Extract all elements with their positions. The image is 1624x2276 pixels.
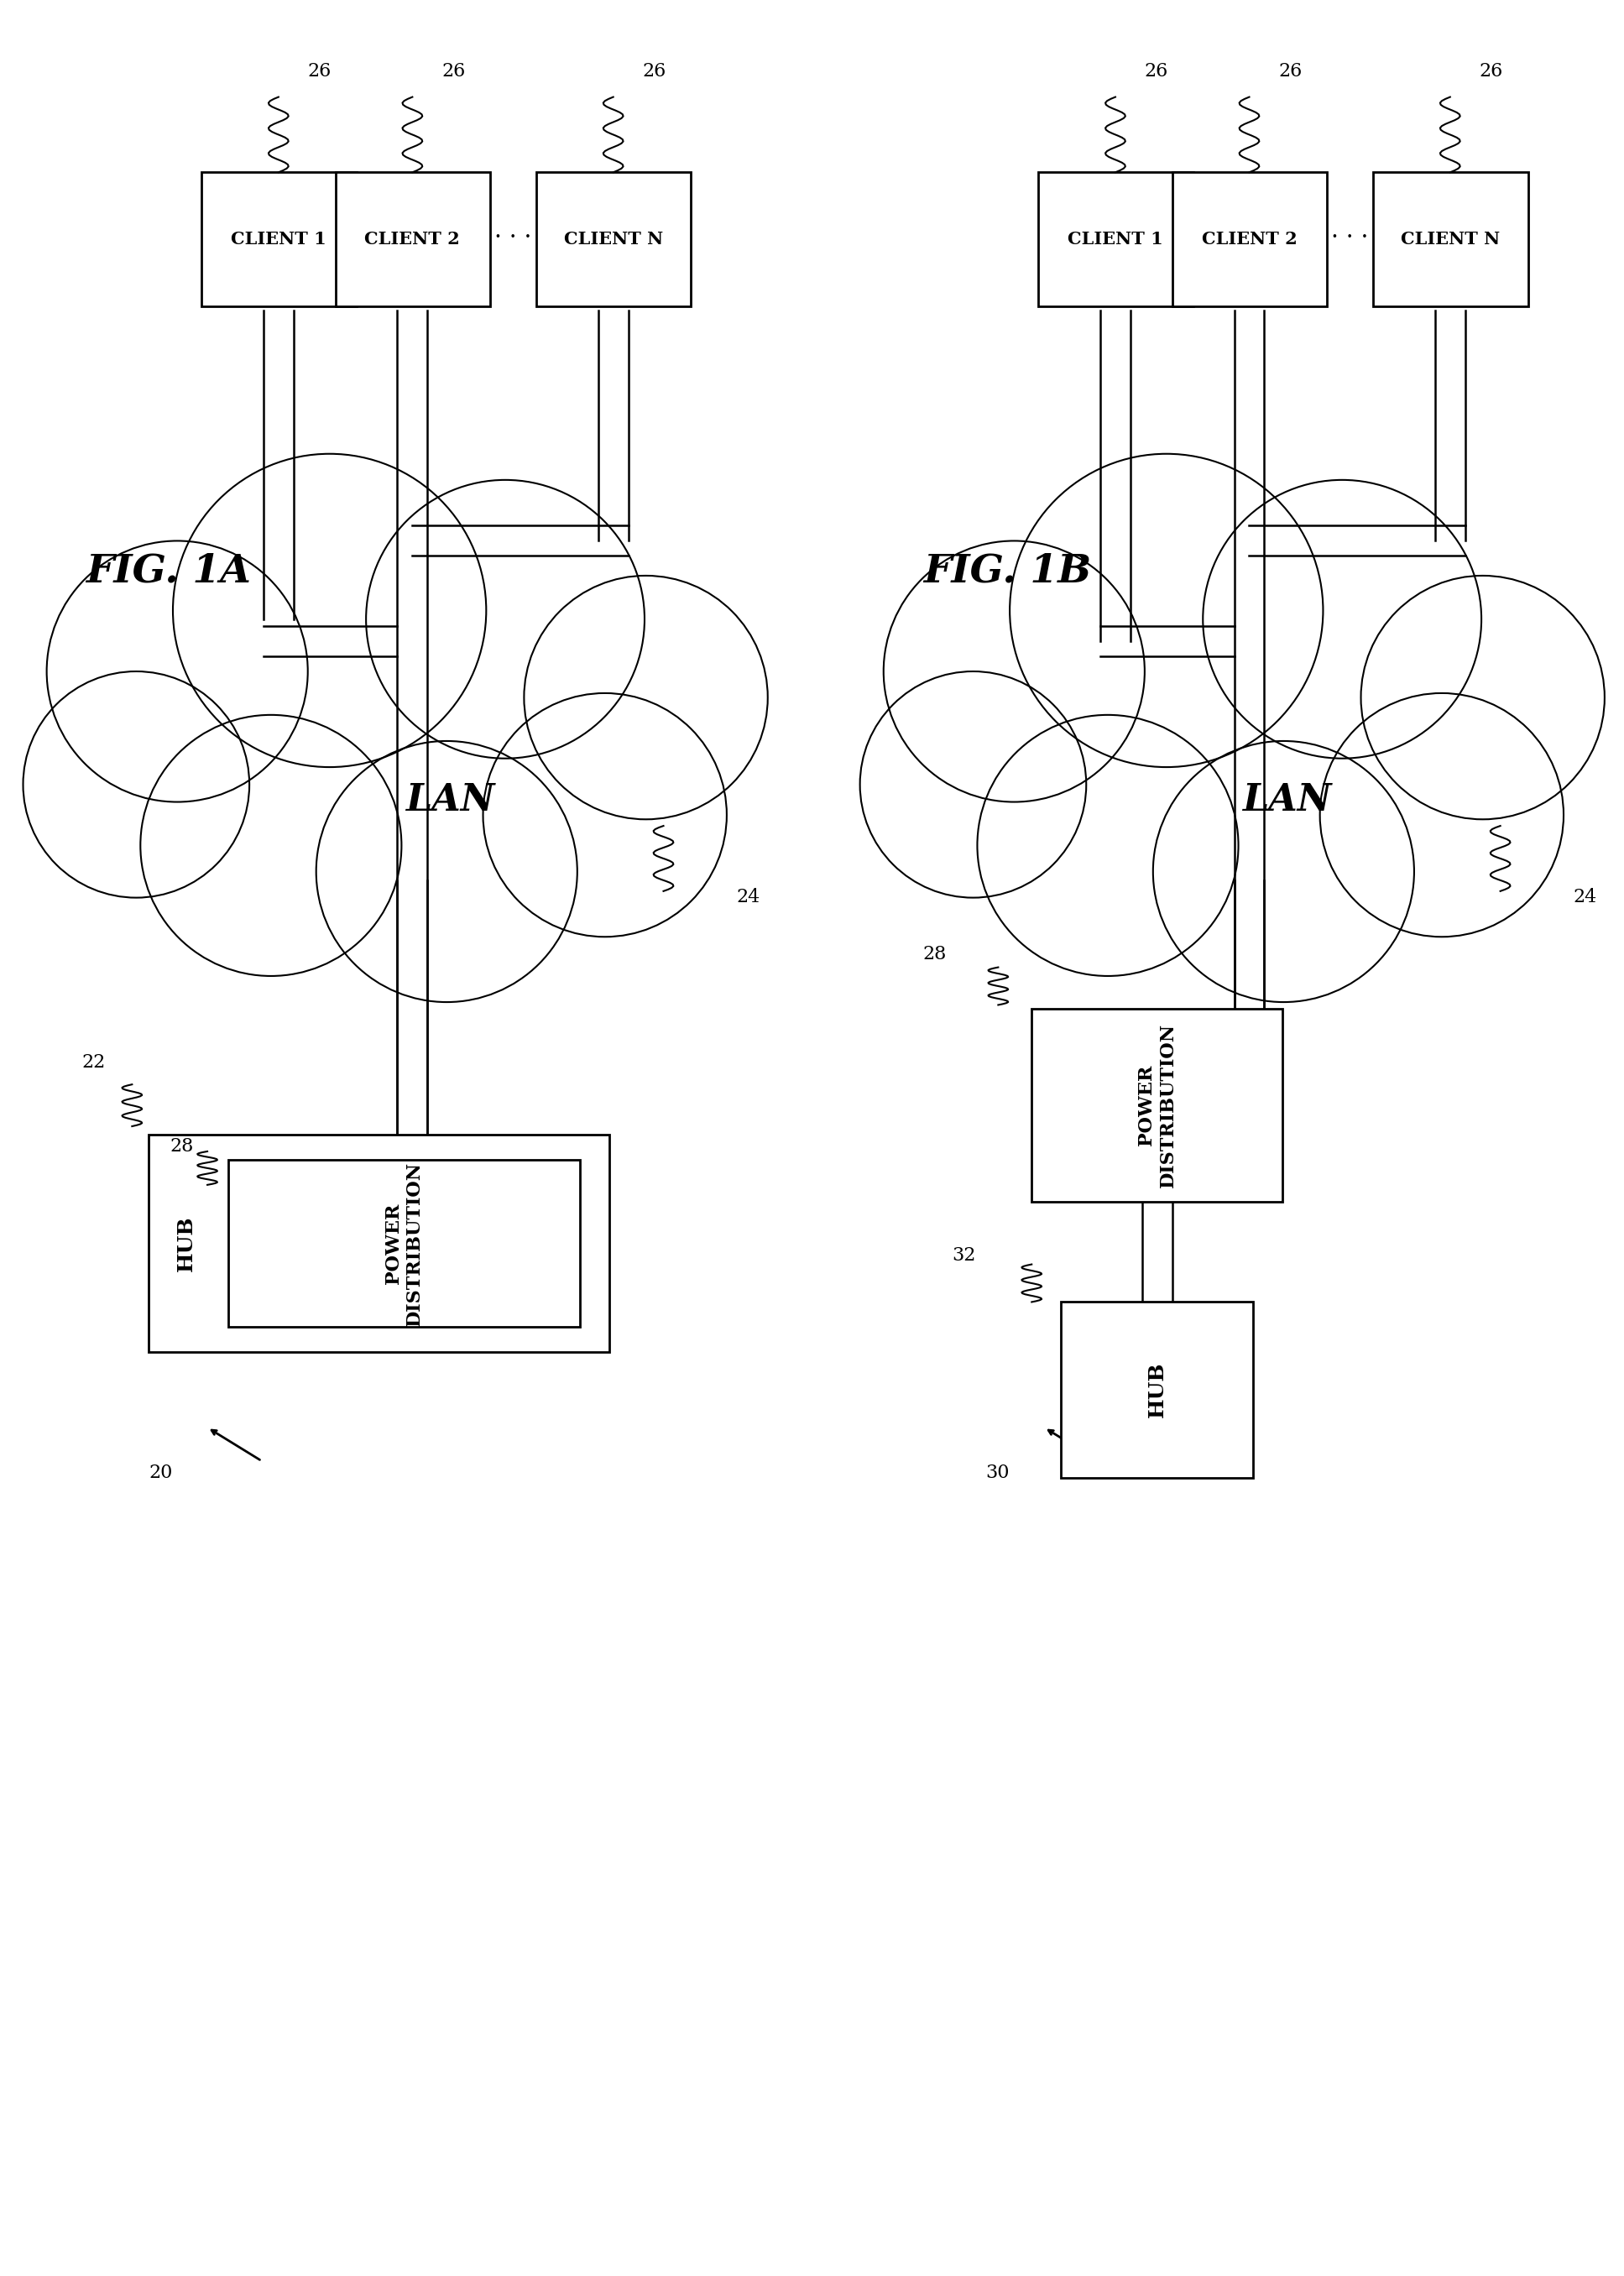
- Bar: [1060, 1302, 1254, 1477]
- Text: HUB: HUB: [177, 1215, 197, 1272]
- Text: 22: 22: [81, 1054, 106, 1072]
- Circle shape: [1361, 576, 1605, 819]
- Bar: [229, 1161, 580, 1327]
- Text: LAN: LAN: [1242, 783, 1332, 817]
- Text: LAN: LAN: [406, 783, 495, 817]
- Bar: [201, 173, 356, 307]
- Circle shape: [883, 542, 1145, 801]
- Circle shape: [140, 715, 401, 976]
- Text: POWER
DISTRIBUTION: POWER DISTRIBUTION: [1137, 1024, 1177, 1188]
- Bar: [536, 173, 692, 307]
- Text: HUB: HUB: [1147, 1361, 1168, 1418]
- Bar: [336, 173, 490, 307]
- Text: CLIENT N: CLIENT N: [564, 230, 663, 248]
- Circle shape: [47, 542, 309, 801]
- Text: 26: 26: [309, 61, 331, 80]
- Text: FIG. 1B: FIG. 1B: [922, 553, 1091, 592]
- Text: 30: 30: [986, 1463, 1010, 1482]
- Text: 26: 26: [1278, 61, 1302, 80]
- Text: 26: 26: [1479, 61, 1504, 80]
- Text: POWER
DISTRIBUTION: POWER DISTRIBUTION: [385, 1161, 424, 1325]
- Bar: [149, 1136, 609, 1352]
- Text: 28: 28: [169, 1138, 193, 1156]
- Text: 24: 24: [1574, 888, 1598, 906]
- Circle shape: [1153, 742, 1415, 1001]
- Circle shape: [978, 715, 1239, 976]
- Text: 32: 32: [952, 1245, 976, 1265]
- Circle shape: [172, 453, 486, 767]
- Text: 20: 20: [149, 1463, 172, 1482]
- Text: FIG. 1A: FIG. 1A: [86, 553, 252, 592]
- Text: CLIENT 2: CLIENT 2: [1202, 230, 1298, 248]
- Bar: [1374, 173, 1528, 307]
- Text: 26: 26: [643, 61, 666, 80]
- Text: CLIENT 2: CLIENT 2: [365, 230, 460, 248]
- Circle shape: [1203, 480, 1481, 758]
- Circle shape: [1010, 453, 1324, 767]
- Circle shape: [1320, 694, 1564, 938]
- Text: CLIENT 1: CLIENT 1: [1067, 230, 1163, 248]
- Circle shape: [525, 576, 768, 819]
- Text: 26: 26: [442, 61, 466, 80]
- Text: 26: 26: [1145, 61, 1168, 80]
- Circle shape: [317, 742, 577, 1001]
- Circle shape: [482, 694, 726, 938]
- Bar: [1038, 173, 1194, 307]
- Bar: [1173, 173, 1327, 307]
- Circle shape: [23, 671, 250, 897]
- Text: CLIENT N: CLIENT N: [1400, 230, 1499, 248]
- Text: . . .: . . .: [1332, 218, 1369, 241]
- Text: 28: 28: [922, 945, 947, 963]
- Circle shape: [861, 671, 1086, 897]
- Text: 24: 24: [737, 888, 760, 906]
- Bar: [1031, 1008, 1283, 1202]
- Text: CLIENT 1: CLIENT 1: [231, 230, 326, 248]
- Circle shape: [365, 480, 645, 758]
- Text: . . .: . . .: [494, 218, 531, 241]
